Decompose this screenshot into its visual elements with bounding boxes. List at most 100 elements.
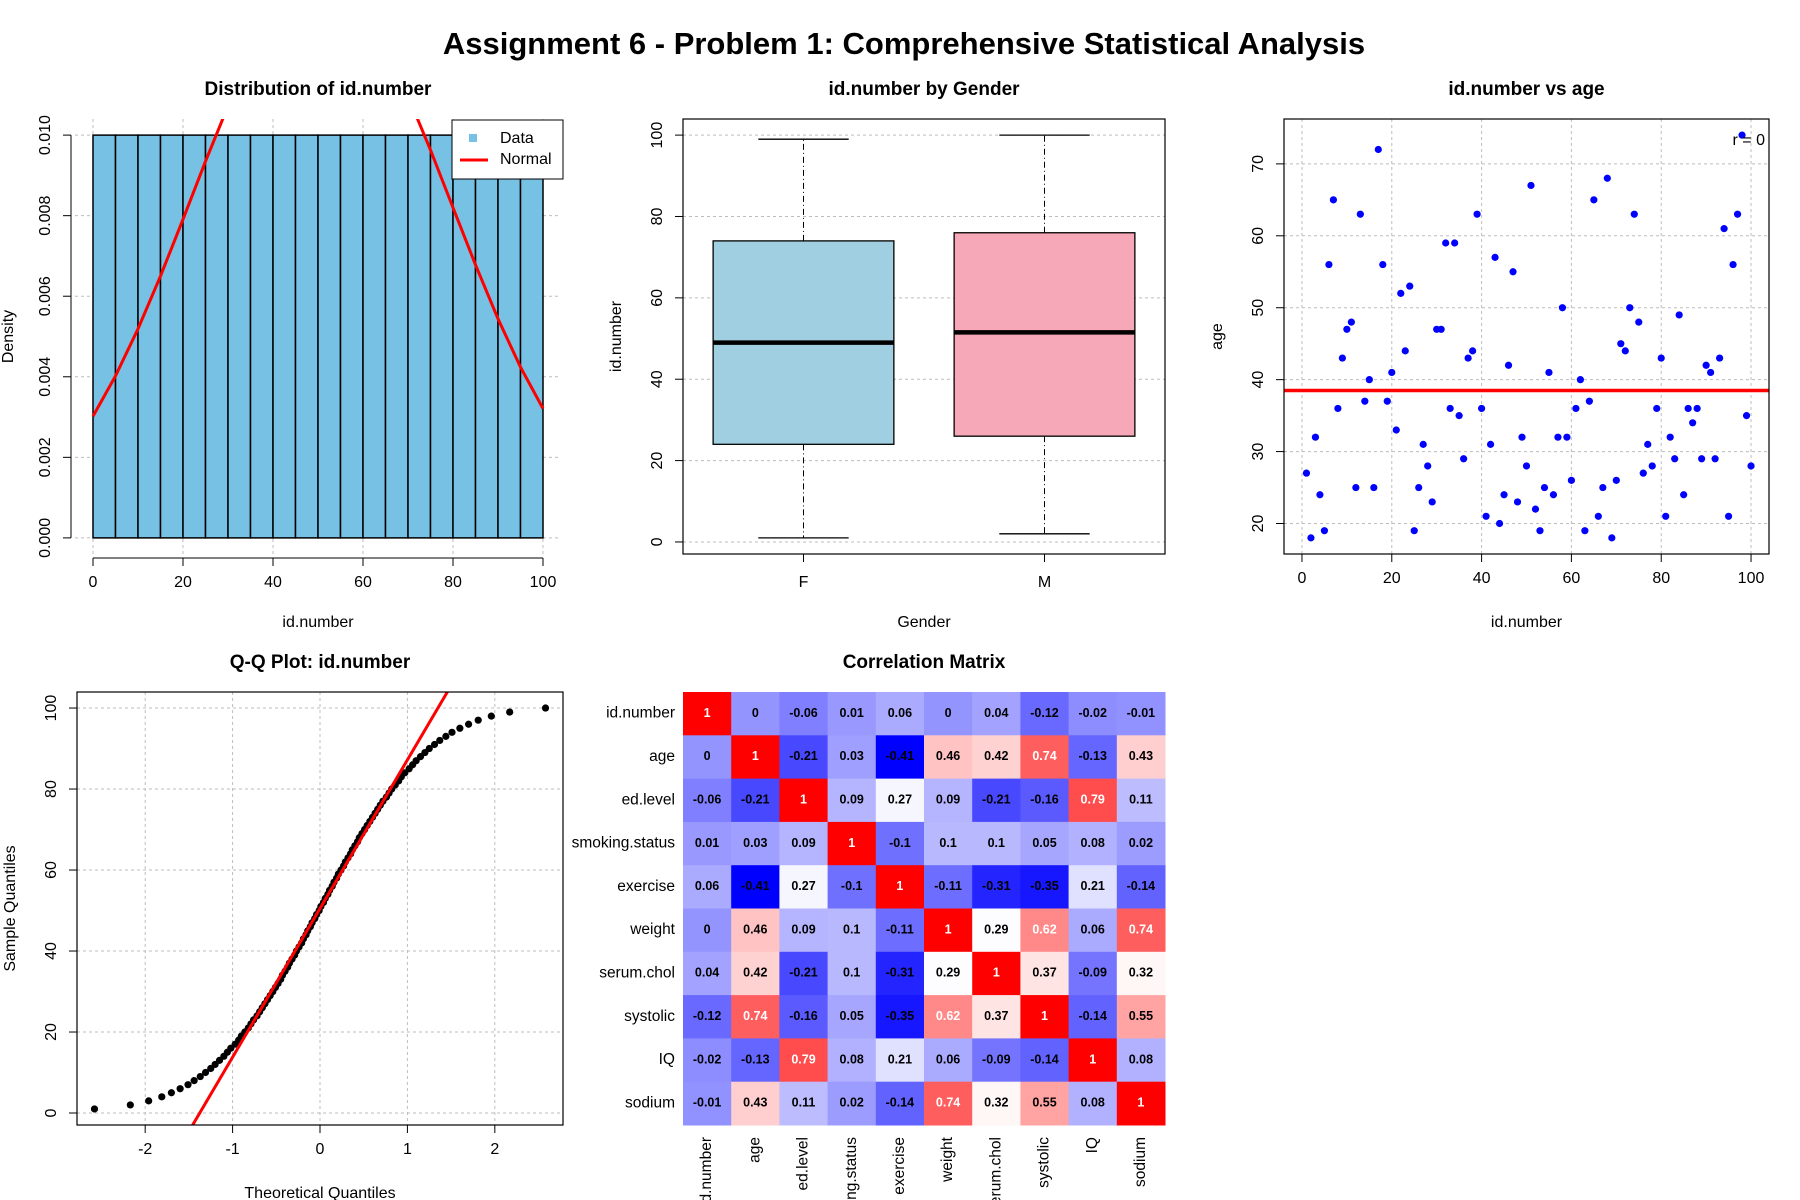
- point: [1307, 534, 1315, 542]
- hist-bar: [474, 134, 499, 539]
- point: [1581, 527, 1589, 535]
- hist-bar: [452, 134, 477, 539]
- annotation: r = 0: [1733, 132, 1766, 149]
- legend-box: [451, 119, 564, 180]
- cell-value: -0.14: [1078, 1009, 1107, 1023]
- cell-value: -0.06: [693, 793, 722, 807]
- cell-value: -0.01: [1127, 706, 1156, 720]
- cell-value: 0.02: [840, 1096, 864, 1110]
- cell-value: -0.21: [741, 793, 770, 807]
- y-tick-label: 0.006: [37, 276, 54, 316]
- point: [1302, 469, 1311, 477]
- heatmap-cell: [1020, 778, 1070, 823]
- cell-value: 0.79: [791, 1052, 815, 1066]
- x-tick-label: 40: [1473, 570, 1491, 587]
- heatmap-cell: [683, 951, 732, 996]
- column-label-clip: exercise: [891, 1137, 908, 1195]
- heatmap-cell: [972, 865, 1021, 909]
- cell-value: 1: [1041, 1009, 1048, 1023]
- point: [1527, 181, 1535, 190]
- y-tick-label: 80: [649, 207, 666, 225]
- y-tick-label: 0: [649, 537, 666, 546]
- y-tick-label: 60: [43, 861, 60, 879]
- point: [1347, 318, 1355, 326]
- point: [1648, 462, 1656, 470]
- heatmap-cell: [924, 821, 973, 866]
- point: [158, 1093, 166, 1101]
- point: [1374, 145, 1382, 154]
- cell-value: 0.09: [791, 836, 815, 850]
- y-tick-label: 70: [1250, 155, 1267, 173]
- row-label: exercise: [617, 878, 675, 895]
- cell-value: 0.29: [936, 966, 960, 980]
- point: [1531, 505, 1540, 513]
- heatmap-cell: [924, 1081, 973, 1126]
- heatmap-cell: [1020, 1038, 1070, 1083]
- heatmap-cell: [972, 821, 1021, 866]
- point: [430, 740, 439, 749]
- cell-value: 0.08: [1081, 836, 1105, 850]
- point: [1724, 512, 1733, 520]
- cell-value: 0.62: [1032, 922, 1056, 936]
- heatmap-cell: [683, 778, 732, 823]
- x-tick-label: -2: [138, 1141, 152, 1158]
- point: [145, 1097, 153, 1105]
- heatmap-cell: [1068, 908, 1118, 953]
- heatmap-cell: [1116, 735, 1166, 780]
- cell-value: 0: [704, 749, 711, 763]
- cell-value: 0.09: [840, 793, 864, 807]
- cell-value: -0.11: [934, 879, 962, 893]
- cell-value: 0.27: [791, 879, 815, 893]
- point: [1437, 325, 1445, 333]
- cell-value: -0.16: [1030, 793, 1059, 807]
- heatmap-cell: [1116, 821, 1166, 866]
- point: [541, 704, 550, 712]
- heatmap-cell: [731, 908, 780, 953]
- heatmap-cell: [875, 778, 925, 823]
- point: [1370, 483, 1378, 492]
- cell-value: 0: [945, 706, 952, 720]
- heatmap-cell: [972, 951, 1021, 996]
- heatmap-cell: [1068, 995, 1118, 1039]
- cell-value: 0.06: [936, 1052, 960, 1066]
- point: [1419, 440, 1427, 448]
- cell-value: -0.41: [886, 749, 915, 763]
- column-label-clip: sodium: [1132, 1137, 1149, 1187]
- x-tick-label: 0: [89, 574, 98, 591]
- hist-bar: [384, 134, 409, 539]
- density-curve: [91, 119, 545, 417]
- row-label: serum.chol: [599, 965, 675, 982]
- heatmap-cell: [924, 1038, 973, 1083]
- point: [1518, 433, 1526, 441]
- cell-value: 1: [896, 879, 903, 893]
- point: [1567, 476, 1576, 484]
- heatmap-cell: [1116, 1038, 1166, 1083]
- panel-title: id.number vs age: [1448, 79, 1604, 100]
- heatmap-cell: [924, 951, 973, 996]
- column-label: id.number: [698, 1137, 715, 1200]
- x-tick-label: F: [799, 574, 809, 591]
- x-tick-label: 0: [1298, 570, 1307, 587]
- point: [1599, 483, 1607, 492]
- heatmap-cell: [924, 908, 973, 953]
- cell-value: -0.14: [1127, 879, 1156, 893]
- cell-value: -0.1: [889, 836, 911, 850]
- point: [1473, 210, 1481, 218]
- point: [1639, 469, 1647, 477]
- heatmap-cell: [1068, 821, 1118, 866]
- cell-value: 0.32: [1129, 966, 1153, 980]
- hist-bar: [92, 134, 117, 539]
- x-tick-label: 100: [1738, 570, 1765, 587]
- point: [1684, 404, 1692, 413]
- heatmap-cell: [1116, 995, 1166, 1039]
- y-tick-label: 100: [649, 122, 666, 149]
- cell-value: -0.1: [841, 879, 863, 893]
- cell-value: 0.08: [1129, 1052, 1153, 1066]
- heatmap-cell: [779, 735, 829, 780]
- point: [1702, 361, 1710, 369]
- cell-value: -0.35: [886, 1009, 915, 1023]
- hist-bar: [362, 134, 387, 539]
- plot-frame: [1283, 118, 1770, 555]
- point: [1707, 368, 1715, 377]
- plot-frame: [76, 691, 564, 1126]
